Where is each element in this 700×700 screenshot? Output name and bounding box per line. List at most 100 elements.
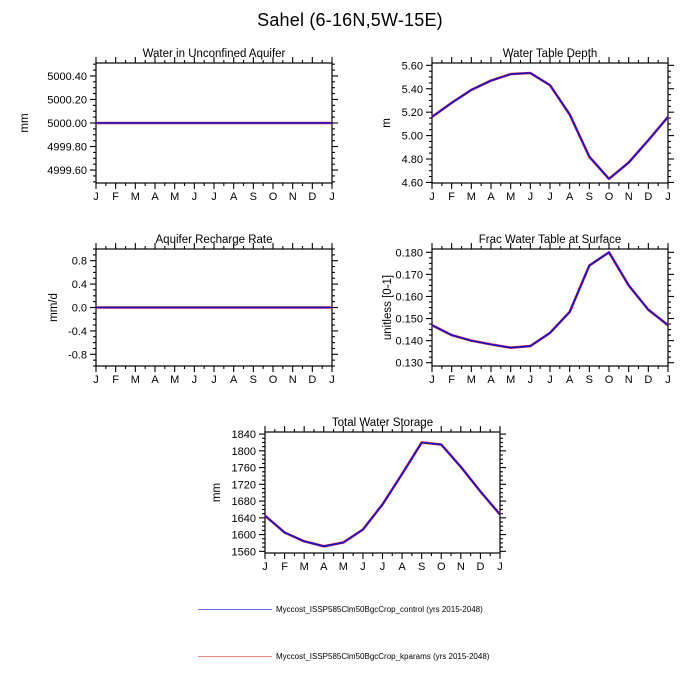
month-label: N	[625, 191, 633, 203]
tick-label: 1560	[232, 546, 256, 558]
month-label: O	[605, 374, 614, 386]
legend-line-control-icon	[198, 609, 272, 610]
month-label: M	[170, 374, 179, 386]
month-label: D	[644, 191, 652, 203]
plot-frame	[431, 62, 669, 184]
month-label: M	[506, 374, 515, 386]
month-label: A	[566, 374, 574, 386]
panel-title: Water in Unconfined Aquifer	[143, 48, 286, 60]
panel-title: Frac Water Table at Surface	[479, 234, 622, 246]
legend-entry-kparams: Myccost_ISSP585Clm50BgcCrop_kparams (yrs…	[198, 651, 489, 662]
month-label: S	[586, 374, 593, 386]
month-label: J	[211, 191, 217, 203]
tick-label: 0.4	[72, 279, 87, 291]
legend-label-control: Myccost_ISSP585Clm50BgcCrop_control (yrs…	[276, 605, 483, 614]
month-label: J	[211, 374, 217, 386]
legend-line-kparams-icon	[198, 656, 272, 657]
y-axis-label: unitless [0-1]	[382, 275, 394, 340]
month-label: A	[398, 561, 406, 573]
month-label: J	[380, 561, 386, 573]
tick-label: 5000.00	[47, 118, 87, 130]
y-axis-label: mm/d	[48, 293, 60, 322]
month-label: A	[566, 191, 574, 203]
month-label: D	[476, 561, 484, 573]
month-label: F	[112, 191, 119, 203]
month-label: A	[151, 374, 159, 386]
tick-label: 0.160	[395, 291, 423, 303]
tick-label: 0.150	[395, 314, 423, 326]
month-label: J	[262, 561, 268, 573]
month-label: S	[250, 374, 257, 386]
month-label: A	[320, 561, 328, 573]
month-label: M	[506, 191, 515, 203]
panel-title: Aquifer Recharge Rate	[156, 234, 273, 246]
series-line-Myccost_ISSP585Clm50BgcCrop_control	[264, 441, 501, 548]
month-label: M	[300, 561, 309, 573]
month-label: F	[448, 374, 455, 386]
tick-label: 5.00	[402, 131, 423, 143]
tick-label: 0.140	[395, 336, 423, 348]
month-label: O	[269, 374, 278, 386]
tick-label: 4.60	[402, 177, 423, 189]
tick-label: 4999.60	[47, 165, 87, 177]
month-label: J	[528, 191, 534, 203]
month-label: O	[437, 561, 446, 573]
tick-label: 5.20	[402, 107, 423, 119]
tick-label: 0.180	[395, 247, 423, 259]
legend-label-kparams: Myccost_ISSP585Clm50BgcCrop_kparams (yrs…	[276, 652, 490, 661]
tick-label: 1680	[232, 496, 256, 508]
tick-label: 1840	[232, 429, 256, 441]
tick-label: 1640	[232, 513, 256, 525]
month-label: J	[528, 374, 534, 386]
month-label: D	[308, 191, 316, 203]
tick-label: 0.8	[72, 256, 87, 268]
panel-title: Water Table Depth	[503, 48, 598, 60]
month-label: A	[230, 191, 238, 203]
series-line-Myccost_ISSP585Clm50BgcCrop_control	[431, 251, 669, 349]
tick-label: 1600	[232, 530, 256, 542]
month-label: M	[467, 374, 476, 386]
month-label: A	[230, 374, 238, 386]
tick-label: 4.80	[402, 154, 423, 166]
tick-label: -0.8	[68, 349, 87, 361]
month-label: J	[360, 561, 366, 573]
month-label: J	[429, 191, 435, 203]
month-label: S	[418, 561, 425, 573]
month-label: N	[289, 191, 297, 203]
month-label: O	[605, 191, 614, 203]
month-label: D	[308, 374, 316, 386]
series-line-Myccost_ISSP585Clm50BgcCrop_kparams	[264, 441, 501, 548]
plot-frame	[264, 431, 501, 554]
series-line-Myccost_ISSP585Clm50BgcCrop_control	[431, 72, 669, 180]
month-label: D	[644, 374, 652, 386]
month-label: F	[281, 561, 288, 573]
tick-label: 1800	[232, 446, 256, 458]
month-label: F	[448, 191, 455, 203]
tick-label: 4999.80	[47, 142, 87, 154]
month-label: J	[192, 191, 198, 203]
tick-label: 1760	[232, 463, 256, 475]
month-label: M	[339, 561, 348, 573]
month-label: A	[487, 191, 495, 203]
month-label: J	[192, 374, 198, 386]
tick-label: 1720	[232, 479, 256, 491]
tick-label: -0.4	[68, 326, 87, 338]
month-label: J	[547, 374, 553, 386]
tick-label: 0.170	[395, 269, 423, 281]
tick-label: 5000.40	[47, 71, 87, 83]
month-label: J	[329, 374, 335, 386]
month-label: M	[170, 191, 179, 203]
tick-label: 5.60	[402, 60, 423, 72]
panel-title: Total Water Storage	[332, 417, 433, 429]
panel-water-table-depth: 4.604.805.005.205.405.60J F M A M J J A S O N D JWat…	[381, 48, 674, 203]
month-label: J	[93, 374, 99, 386]
month-label: A	[487, 374, 495, 386]
month-label: N	[625, 374, 633, 386]
series-line-Myccost_ISSP585Clm50BgcCrop_kparams	[431, 71, 669, 181]
month-label: J	[329, 191, 335, 203]
